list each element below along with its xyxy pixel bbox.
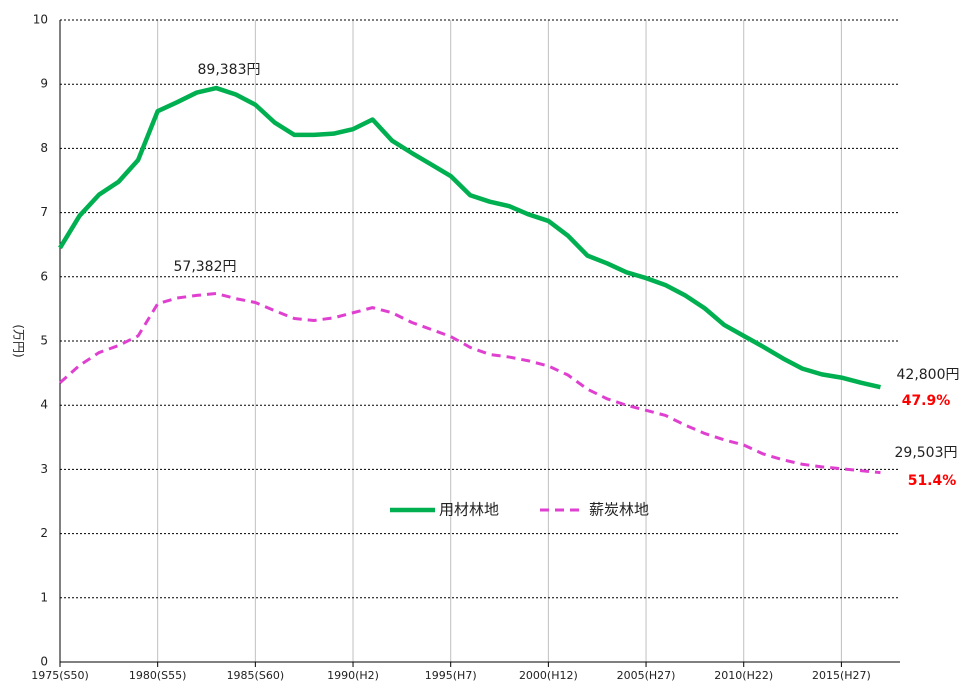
- x-tick-label: 1985(S60): [227, 669, 285, 682]
- annotation: 29,503円: [895, 445, 958, 461]
- legend-label: 用材林地: [439, 501, 499, 519]
- x-tick-label: 1975(S50): [31, 669, 89, 682]
- y-tick-label: 4: [40, 398, 48, 412]
- annotation: 47.9%: [902, 393, 951, 409]
- y-tick-label: 7: [40, 205, 48, 219]
- y-tick-label: 8: [40, 141, 48, 155]
- y-axis-label: (万円): [12, 324, 26, 357]
- y-tick-label: 6: [40, 269, 48, 283]
- y-tick-label: 9: [40, 77, 48, 91]
- x-tick-label: 1990(H2): [327, 669, 379, 682]
- x-tick-label: 2005(H27): [617, 669, 676, 682]
- annotation: 57,382円: [174, 259, 237, 275]
- x-tick-label: 2000(H12): [519, 669, 578, 682]
- x-tick-label: 1980(S55): [129, 669, 187, 682]
- y-tick-label: 3: [40, 462, 48, 476]
- legend-label: 薪炭林地: [589, 501, 649, 519]
- x-tick-label: 2010(H22): [714, 669, 773, 682]
- y-tick-label: 10: [33, 13, 48, 27]
- series-line: [59, 291, 881, 475]
- y-tick-label: 5: [40, 334, 48, 348]
- y-tick-label: 1: [40, 590, 48, 604]
- x-tick-label: 1995(H7): [425, 669, 477, 682]
- annotation: 89,383円: [198, 62, 261, 78]
- annotation: 42,800円: [897, 367, 960, 383]
- series-line: [58, 85, 881, 390]
- annotation: 51.4%: [908, 473, 957, 489]
- x-tick-label: 2015(H27): [812, 669, 871, 682]
- y-tick-label: 2: [40, 526, 48, 540]
- y-tick-label: 0: [40, 655, 48, 669]
